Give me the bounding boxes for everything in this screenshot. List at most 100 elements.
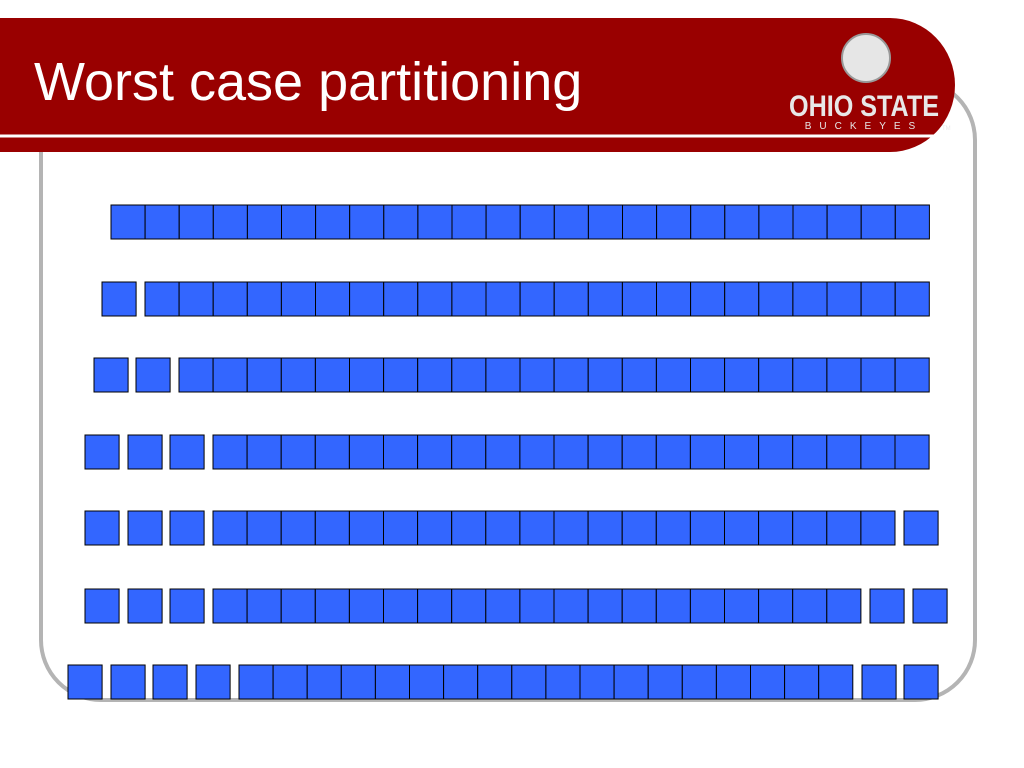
array-cell <box>690 281 726 317</box>
array-cell <box>792 204 828 240</box>
array-cell <box>750 664 786 700</box>
array-cell <box>314 588 350 624</box>
array-cell <box>272 664 308 700</box>
array-cell <box>383 434 419 470</box>
array-cell <box>383 281 419 317</box>
array-cell <box>93 357 129 393</box>
array-cell <box>715 664 752 700</box>
array-cell <box>374 664 410 700</box>
array-cell <box>477 664 513 700</box>
array-cell <box>758 281 794 317</box>
logo-name: OHIO STATE <box>789 90 939 123</box>
array-cell <box>621 588 657 624</box>
array-cell <box>280 588 316 624</box>
array-cell <box>792 434 828 470</box>
array-cell <box>792 588 828 624</box>
array-cell <box>587 204 624 240</box>
array-cell <box>724 434 760 470</box>
array-cell <box>860 434 896 470</box>
array-cell <box>860 204 896 240</box>
array-cell <box>280 510 316 546</box>
array-cell <box>485 204 521 240</box>
array-cell <box>451 510 487 546</box>
logo: OHIO STATE BUCKEYES TM <box>789 33 951 132</box>
array-cell <box>622 204 658 240</box>
array-cell <box>860 281 896 317</box>
array-cell <box>315 204 351 240</box>
array-cell <box>246 281 282 317</box>
array-cell <box>826 510 862 546</box>
array-cell <box>792 281 828 317</box>
array-cell <box>383 510 419 546</box>
array-cell <box>903 510 939 546</box>
array-cell <box>758 434 794 470</box>
array-cell <box>485 281 521 317</box>
array-cell <box>127 588 163 624</box>
array-cell <box>792 357 828 393</box>
array-cell <box>485 434 521 470</box>
array-cell <box>553 510 589 546</box>
array-cell <box>169 588 205 624</box>
array-cell <box>101 281 137 317</box>
array-cell <box>826 204 862 240</box>
array-cell <box>613 664 649 700</box>
array-cell <box>894 281 930 317</box>
array-cell <box>383 357 419 393</box>
array-cell <box>409 664 445 700</box>
array-cell <box>212 588 248 624</box>
array-cell <box>349 281 385 317</box>
array-cell <box>784 664 820 700</box>
array-cell <box>110 664 146 700</box>
array-cell <box>519 357 555 393</box>
array-cell <box>587 588 623 624</box>
array-cell <box>383 588 419 624</box>
array-cell <box>417 434 453 470</box>
array-cell <box>417 510 453 546</box>
array-cell <box>587 434 623 470</box>
array-cell <box>169 510 205 546</box>
array-cell <box>553 588 589 624</box>
array-cell <box>553 357 589 393</box>
array-cell <box>306 664 342 700</box>
array-cell <box>417 357 453 393</box>
array-cell <box>178 357 214 393</box>
array-cell <box>417 281 453 317</box>
array-cell <box>314 510 350 546</box>
array-cell <box>485 357 521 393</box>
array-cell <box>212 281 248 317</box>
array-cell <box>826 357 862 393</box>
array-cell <box>67 664 103 700</box>
header-band <box>0 18 955 152</box>
array-cell <box>894 434 930 470</box>
array-cell <box>519 281 555 317</box>
logo-emblem <box>841 33 891 83</box>
array-cell <box>826 588 862 624</box>
array-cell <box>383 204 419 240</box>
array-cell <box>656 281 692 317</box>
array-cell <box>621 434 657 470</box>
array-cell <box>758 510 794 546</box>
array-cell <box>818 664 854 700</box>
partition-rows <box>67 204 948 700</box>
array-cell <box>519 588 555 624</box>
array-cell <box>451 434 487 470</box>
array-cell <box>519 434 555 470</box>
array-cell <box>869 588 905 624</box>
array-cell <box>689 588 726 624</box>
array-cell <box>340 664 376 700</box>
array-cell <box>212 434 248 470</box>
array-cell <box>689 510 726 546</box>
array-cell <box>587 510 623 546</box>
array-cell <box>826 434 862 470</box>
array-cell <box>212 204 248 240</box>
array-cell <box>349 357 385 393</box>
array-cell <box>348 434 384 470</box>
array-cell <box>451 204 487 240</box>
array-cell <box>587 281 623 317</box>
array-cell <box>655 434 691 470</box>
array-cell <box>349 204 385 240</box>
array-cell <box>246 204 282 240</box>
array-cell <box>84 510 120 546</box>
array-cell <box>511 664 547 700</box>
